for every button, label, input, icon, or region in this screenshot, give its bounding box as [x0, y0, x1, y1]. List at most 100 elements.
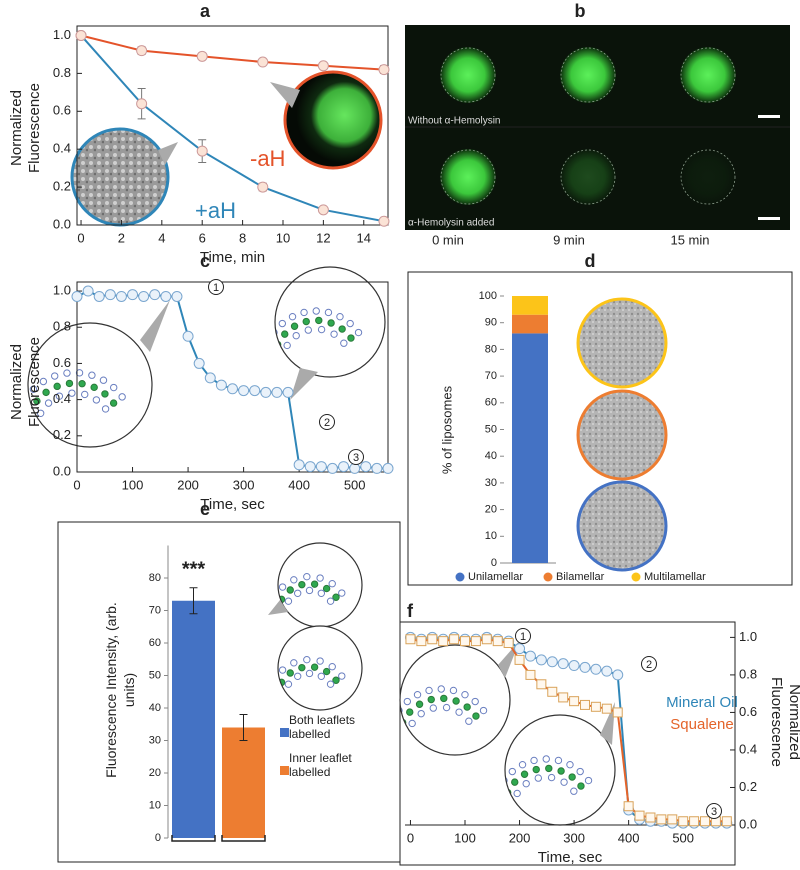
marker [427, 634, 438, 645]
marker [215, 379, 227, 391]
lipid-head [505, 800, 508, 809]
y-tick-label: 0.0 [739, 816, 757, 831]
lipid-head [290, 576, 298, 584]
y-tick-label: 0.4 [739, 741, 757, 756]
pointer [140, 300, 170, 352]
marker [326, 462, 338, 474]
lipid-head [332, 676, 340, 684]
scale-bar [758, 115, 780, 118]
lipid-head [284, 597, 293, 605]
lipid-head [324, 308, 333, 317]
panel-letter: b [575, 1, 586, 21]
lipid-head [68, 389, 76, 397]
lipid-head [455, 708, 463, 716]
marker [115, 290, 127, 302]
lipid-head [328, 663, 336, 671]
annotation: 2 [324, 417, 330, 429]
lipid-head [449, 686, 458, 695]
marker [536, 679, 547, 690]
annotation: 3 [353, 452, 359, 464]
micrograph-inset [576, 480, 668, 572]
marker [612, 669, 624, 681]
y-tick-label: 40 [485, 450, 497, 462]
lipid-head [415, 700, 424, 708]
panel-letter: d [585, 251, 596, 271]
lipid-head [400, 730, 403, 739]
lipid-head [305, 586, 314, 595]
lipid-head [547, 773, 556, 782]
x-tick-label: 0 [407, 830, 414, 845]
legend-swatch [543, 572, 553, 582]
lipid-head [542, 755, 550, 763]
marker [656, 814, 667, 825]
bracket [221, 835, 266, 842]
annotation-circle [515, 628, 531, 644]
y-tick-label: 60 [485, 397, 497, 409]
schematic-bg [278, 543, 362, 627]
vesicle-outline [560, 47, 616, 103]
plot-frame [76, 25, 389, 226]
lipid-head [403, 697, 412, 706]
vesicle-outline [680, 149, 736, 205]
marker [460, 636, 470, 647]
legend-label: Inner leaflet labelled [289, 751, 352, 779]
marker [282, 386, 294, 398]
lipid-head [326, 597, 335, 605]
marker [378, 64, 390, 76]
x-tick-label: 500 [344, 477, 366, 492]
marker [416, 636, 427, 647]
marker [257, 56, 269, 68]
annotation-circle [319, 414, 335, 430]
marker [317, 60, 329, 72]
lipid-head [338, 325, 346, 333]
x-tick-label: 100 [122, 477, 144, 492]
legend-swatch [631, 572, 641, 582]
lipid-head [508, 802, 517, 810]
vesicle-outline [680, 47, 736, 103]
row-label: α-Hemolysin added [408, 218, 494, 229]
y-tick-label: 0.4 [53, 141, 71, 156]
lipid-head [275, 352, 278, 361]
panel-letter: f [407, 601, 414, 621]
marker [590, 701, 601, 712]
marker [481, 634, 492, 645]
marker [580, 699, 590, 710]
lipid-head [304, 326, 312, 334]
lipid-head [406, 708, 414, 716]
y-axis-label: Normalized Fluorescence [768, 676, 800, 768]
lipid-head [29, 385, 38, 393]
y-tick-label: 0.6 [53, 355, 71, 370]
marker [293, 459, 305, 471]
schematic-border [27, 322, 153, 448]
marker [260, 386, 272, 398]
lipid-head [584, 776, 593, 785]
marker [700, 816, 710, 827]
marker [514, 654, 525, 665]
time-label: 0 min [432, 232, 464, 247]
lipid-head [288, 312, 297, 321]
y-tick-label: 20 [149, 767, 161, 779]
lipid-head [508, 767, 517, 776]
lipid-head [346, 319, 354, 328]
lipid-head [286, 669, 294, 677]
marker [257, 181, 269, 193]
marker [160, 290, 172, 302]
marker [547, 686, 558, 697]
marker [601, 703, 612, 714]
y-axis-label: % of liposomes [439, 385, 454, 474]
marker [238, 385, 250, 397]
lipid-head [290, 322, 299, 330]
lipid-head [338, 672, 346, 680]
lipid-head [33, 397, 41, 405]
scale-bar [758, 217, 780, 220]
y-tick-label: 1.0 [739, 629, 757, 644]
lipid-head [568, 773, 576, 781]
lipid-head [298, 580, 306, 589]
marker [82, 285, 94, 297]
lipid-head [338, 589, 346, 597]
lipid-head [336, 312, 344, 321]
lipid-head [310, 663, 319, 671]
lipid-head [354, 328, 363, 337]
lipid-head [310, 580, 319, 588]
